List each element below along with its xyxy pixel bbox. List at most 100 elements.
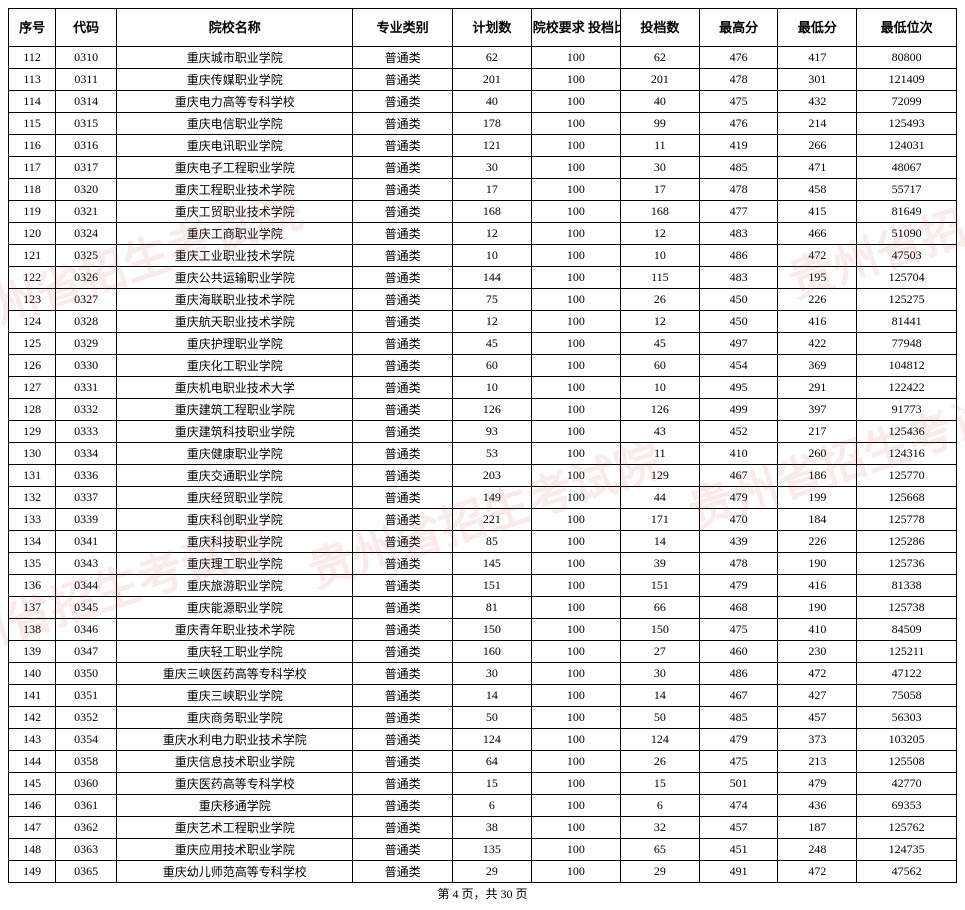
cell-ratio: 100 <box>531 861 620 883</box>
cell-ratio: 100 <box>531 69 620 91</box>
cell-plan: 151 <box>453 575 532 597</box>
header-rank: 最低位次 <box>857 9 957 47</box>
cell-rank: 125668 <box>857 487 957 509</box>
cell-rank: 125436 <box>857 421 957 443</box>
cell-max: 479 <box>699 575 778 597</box>
cell-filed: 12 <box>621 223 700 245</box>
cell-ratio: 100 <box>531 619 620 641</box>
cell-min: 248 <box>778 839 857 861</box>
cell-rank: 125211 <box>857 641 957 663</box>
cell-name: 重庆公共运输职业学院 <box>117 267 353 289</box>
cell-code: 0327 <box>56 289 117 311</box>
cell-plan: 203 <box>453 465 532 487</box>
cell-type: 普通类 <box>353 773 453 795</box>
cell-code: 0321 <box>56 201 117 223</box>
cell-code: 0345 <box>56 597 117 619</box>
header-ratio: 院校要求 投档比例(%) <box>531 9 620 47</box>
cell-type: 普通类 <box>353 223 453 245</box>
cell-code: 0351 <box>56 685 117 707</box>
cell-code: 0325 <box>56 245 117 267</box>
cell-ratio: 100 <box>531 509 620 531</box>
table-row: 1480363重庆应用技术职业学院普通类13510065451248124735 <box>9 839 957 861</box>
cell-plan: 14 <box>453 685 532 707</box>
cell-code: 0315 <box>56 113 117 135</box>
cell-min: 416 <box>778 311 857 333</box>
cell-rank: 125770 <box>857 465 957 487</box>
cell-ratio: 100 <box>531 113 620 135</box>
cell-filed: 12 <box>621 311 700 333</box>
cell-plan: 40 <box>453 91 532 113</box>
cell-code: 0320 <box>56 179 117 201</box>
cell-seq: 122 <box>9 267 56 289</box>
table-row: 1280332重庆建筑工程职业学院普通类12610012649939791773 <box>9 399 957 421</box>
cell-ratio: 100 <box>531 267 620 289</box>
cell-plan: 121 <box>453 135 532 157</box>
cell-code: 0333 <box>56 421 117 443</box>
cell-plan: 64 <box>453 751 532 773</box>
cell-min: 226 <box>778 289 857 311</box>
cell-ratio: 100 <box>531 685 620 707</box>
cell-filed: 26 <box>621 751 700 773</box>
cell-max: 474 <box>699 795 778 817</box>
cell-filed: 26 <box>621 289 700 311</box>
cell-ratio: 100 <box>531 333 620 355</box>
cell-type: 普通类 <box>353 531 453 553</box>
cell-code: 0329 <box>56 333 117 355</box>
cell-code: 0343 <box>56 553 117 575</box>
cell-max: 470 <box>699 509 778 531</box>
cell-code: 0326 <box>56 267 117 289</box>
cell-min: 187 <box>778 817 857 839</box>
cell-seq: 112 <box>9 47 56 69</box>
cell-ratio: 100 <box>531 201 620 223</box>
cell-plan: 221 <box>453 509 532 531</box>
cell-ratio: 100 <box>531 399 620 421</box>
table-row: 1320337重庆经贸职业学院普通类14910044479199125668 <box>9 487 957 509</box>
cell-name: 重庆健康职业学院 <box>117 443 353 465</box>
cell-rank: 48067 <box>857 157 957 179</box>
cell-plan: 135 <box>453 839 532 861</box>
cell-name: 重庆海联职业技术学院 <box>117 289 353 311</box>
cell-max: 485 <box>699 157 778 179</box>
cell-seq: 117 <box>9 157 56 179</box>
table-row: 1410351重庆三峡职业学院普通类141001446742775058 <box>9 685 957 707</box>
cell-ratio: 100 <box>531 839 620 861</box>
cell-type: 普通类 <box>353 157 453 179</box>
cell-min: 291 <box>778 377 857 399</box>
cell-filed: 126 <box>621 399 700 421</box>
cell-ratio: 100 <box>531 641 620 663</box>
cell-seq: 139 <box>9 641 56 663</box>
cell-min: 458 <box>778 179 857 201</box>
cell-code: 0314 <box>56 91 117 113</box>
table-row: 1380346重庆青年职业技术学院普通类15010015047541084509 <box>9 619 957 641</box>
cell-seq: 144 <box>9 751 56 773</box>
cell-max: 499 <box>699 399 778 421</box>
cell-plan: 6 <box>453 795 532 817</box>
cell-code: 0352 <box>56 707 117 729</box>
cell-name: 重庆移通学院 <box>117 795 353 817</box>
table-row: 1180320重庆工程职业技术学院普通类171001747845855717 <box>9 179 957 201</box>
cell-type: 普通类 <box>353 575 453 597</box>
cell-filed: 201 <box>621 69 700 91</box>
cell-min: 422 <box>778 333 857 355</box>
cell-min: 266 <box>778 135 857 157</box>
cell-code: 0331 <box>56 377 117 399</box>
cell-seq: 132 <box>9 487 56 509</box>
cell-code: 0347 <box>56 641 117 663</box>
cell-plan: 38 <box>453 817 532 839</box>
cell-name: 重庆工业职业技术学院 <box>117 245 353 267</box>
cell-rank: 104812 <box>857 355 957 377</box>
cell-name: 重庆交通职业学院 <box>117 465 353 487</box>
cell-seq: 125 <box>9 333 56 355</box>
cell-seq: 149 <box>9 861 56 883</box>
cell-min: 369 <box>778 355 857 377</box>
cell-ratio: 100 <box>531 223 620 245</box>
cell-min: 479 <box>778 773 857 795</box>
cell-rank: 124031 <box>857 135 957 157</box>
header-code: 代码 <box>56 9 117 47</box>
cell-name: 重庆工商职业学院 <box>117 223 353 245</box>
cell-filed: 15 <box>621 773 700 795</box>
cell-max: 479 <box>699 729 778 751</box>
cell-rank: 77948 <box>857 333 957 355</box>
cell-ratio: 100 <box>531 663 620 685</box>
cell-plan: 201 <box>453 69 532 91</box>
